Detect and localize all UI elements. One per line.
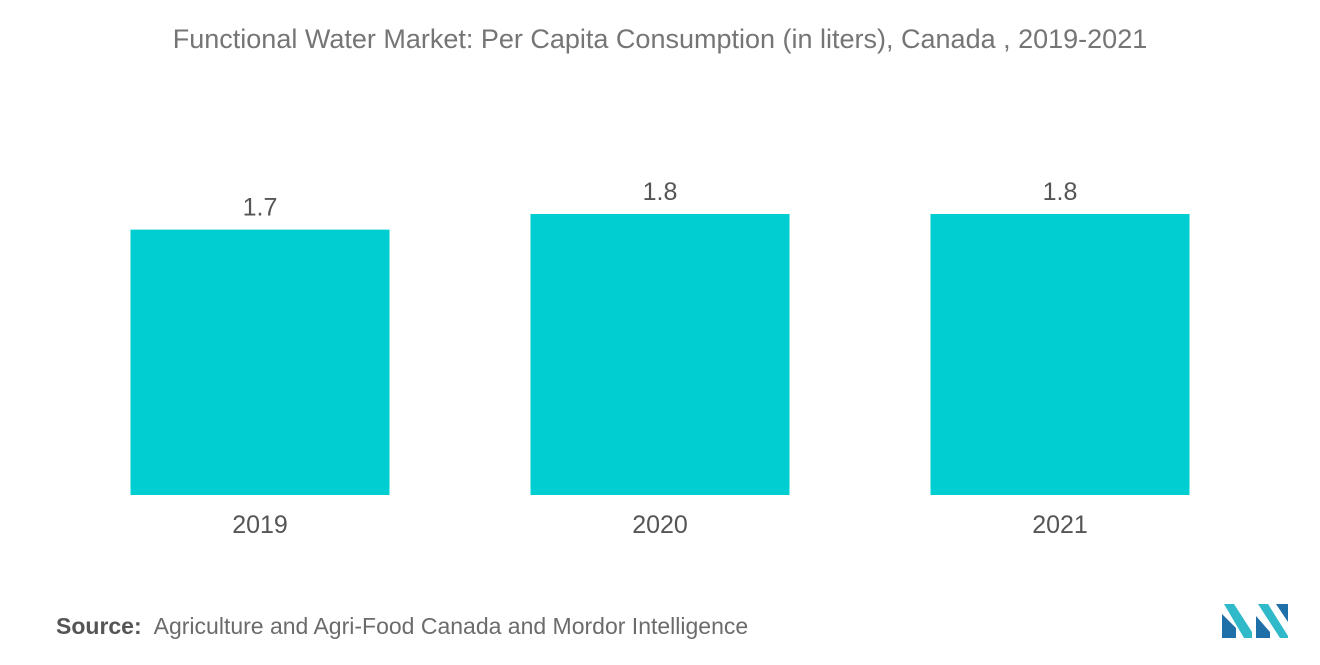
- data-label-2019: 1.7: [243, 194, 278, 222]
- chart-title: Functional Water Market: Per Capita Cons…: [172, 24, 1148, 54]
- bar-2021: [930, 214, 1190, 495]
- data-label-2020: 1.8: [643, 178, 678, 206]
- source-label: Source:: [56, 613, 142, 639]
- bars-group: [130, 214, 1190, 495]
- bar-2020: [530, 214, 790, 495]
- source-note: Source: Agriculture and Agri-Food Canada …: [56, 613, 748, 640]
- mordor-intelligence-logo-icon: [1222, 604, 1288, 638]
- category-label-2021: 2021: [1032, 511, 1088, 539]
- data-label-2021: 1.8: [1043, 178, 1078, 206]
- category-label-2019: 2019: [232, 511, 288, 539]
- bar-2019: [130, 229, 390, 495]
- source-text: Agriculture and Agri-Food Canada and Mor…: [153, 613, 749, 639]
- bar-chart: 1.7 1.8 1.8 2019 2020 2021: [130, 178, 1190, 539]
- category-labels-group: 2019 2020 2021: [232, 511, 1088, 539]
- data-labels-group: 1.7 1.8 1.8: [243, 178, 1078, 222]
- category-label-2020: 2020: [632, 511, 688, 539]
